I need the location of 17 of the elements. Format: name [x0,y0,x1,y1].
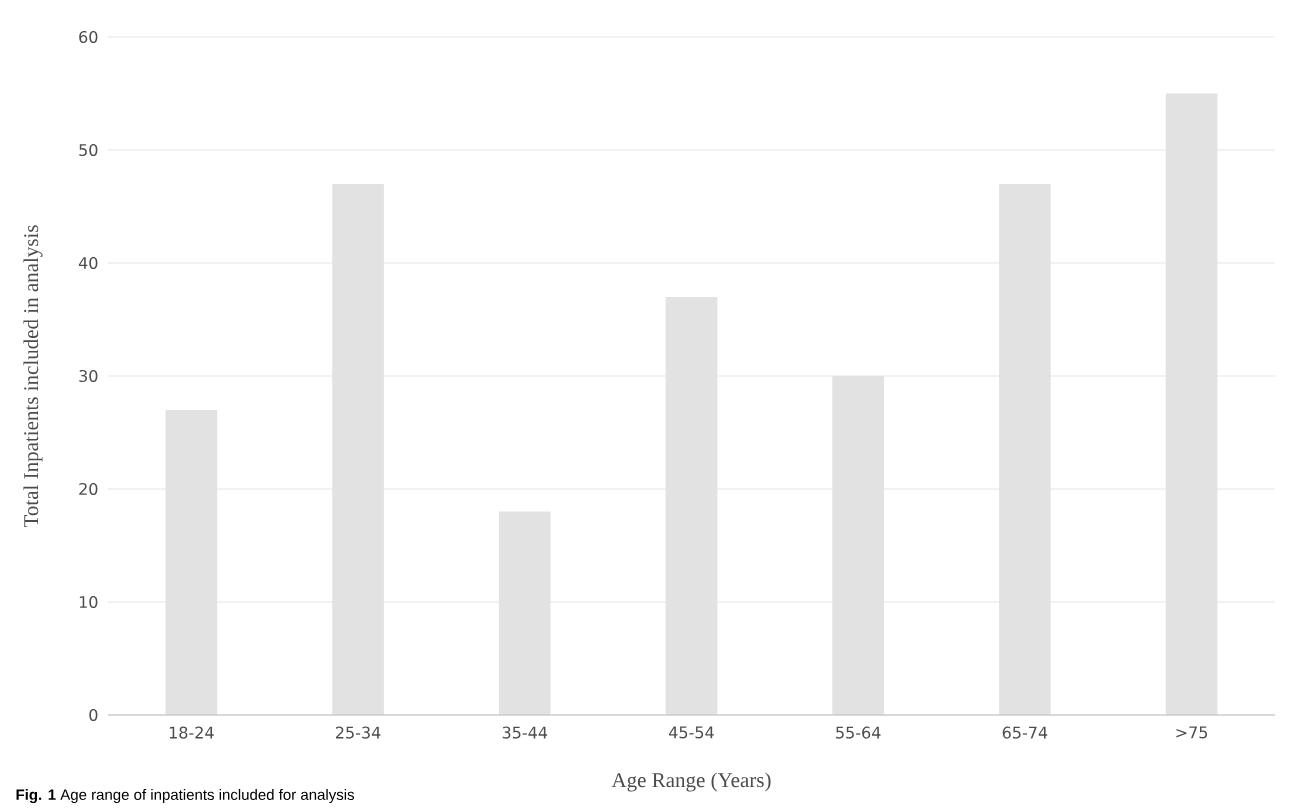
text: Fig. 1 Age range of inpatients included for analysis [16,788,355,804]
x-axis-title: Age Range (Years) [611,772,771,792]
x-tick-label: >75 [1176,726,1208,739]
x-tick-label: 18-24 [169,726,214,739]
y-axis-title: Total Inpatients included in analysis [23,225,43,528]
y-tick-label: 50 [79,143,98,157]
y-tick-label: 40 [78,256,98,270]
y-tick-label: 60 [79,30,98,44]
x-tick-label: 55-64 [836,726,881,739]
y-tick-label: 0 [89,708,98,722]
x-tick-label: 65-74 [1002,726,1048,739]
x-tick-label: 35-44 [502,726,548,739]
x-tick-label: 25-34 [335,726,381,739]
y-tick-label: 10 [79,595,98,609]
y-tick-label: 30 [79,369,98,383]
y-tick-label: 20 [79,482,98,496]
x-tick-label: 45-54 [669,726,714,739]
